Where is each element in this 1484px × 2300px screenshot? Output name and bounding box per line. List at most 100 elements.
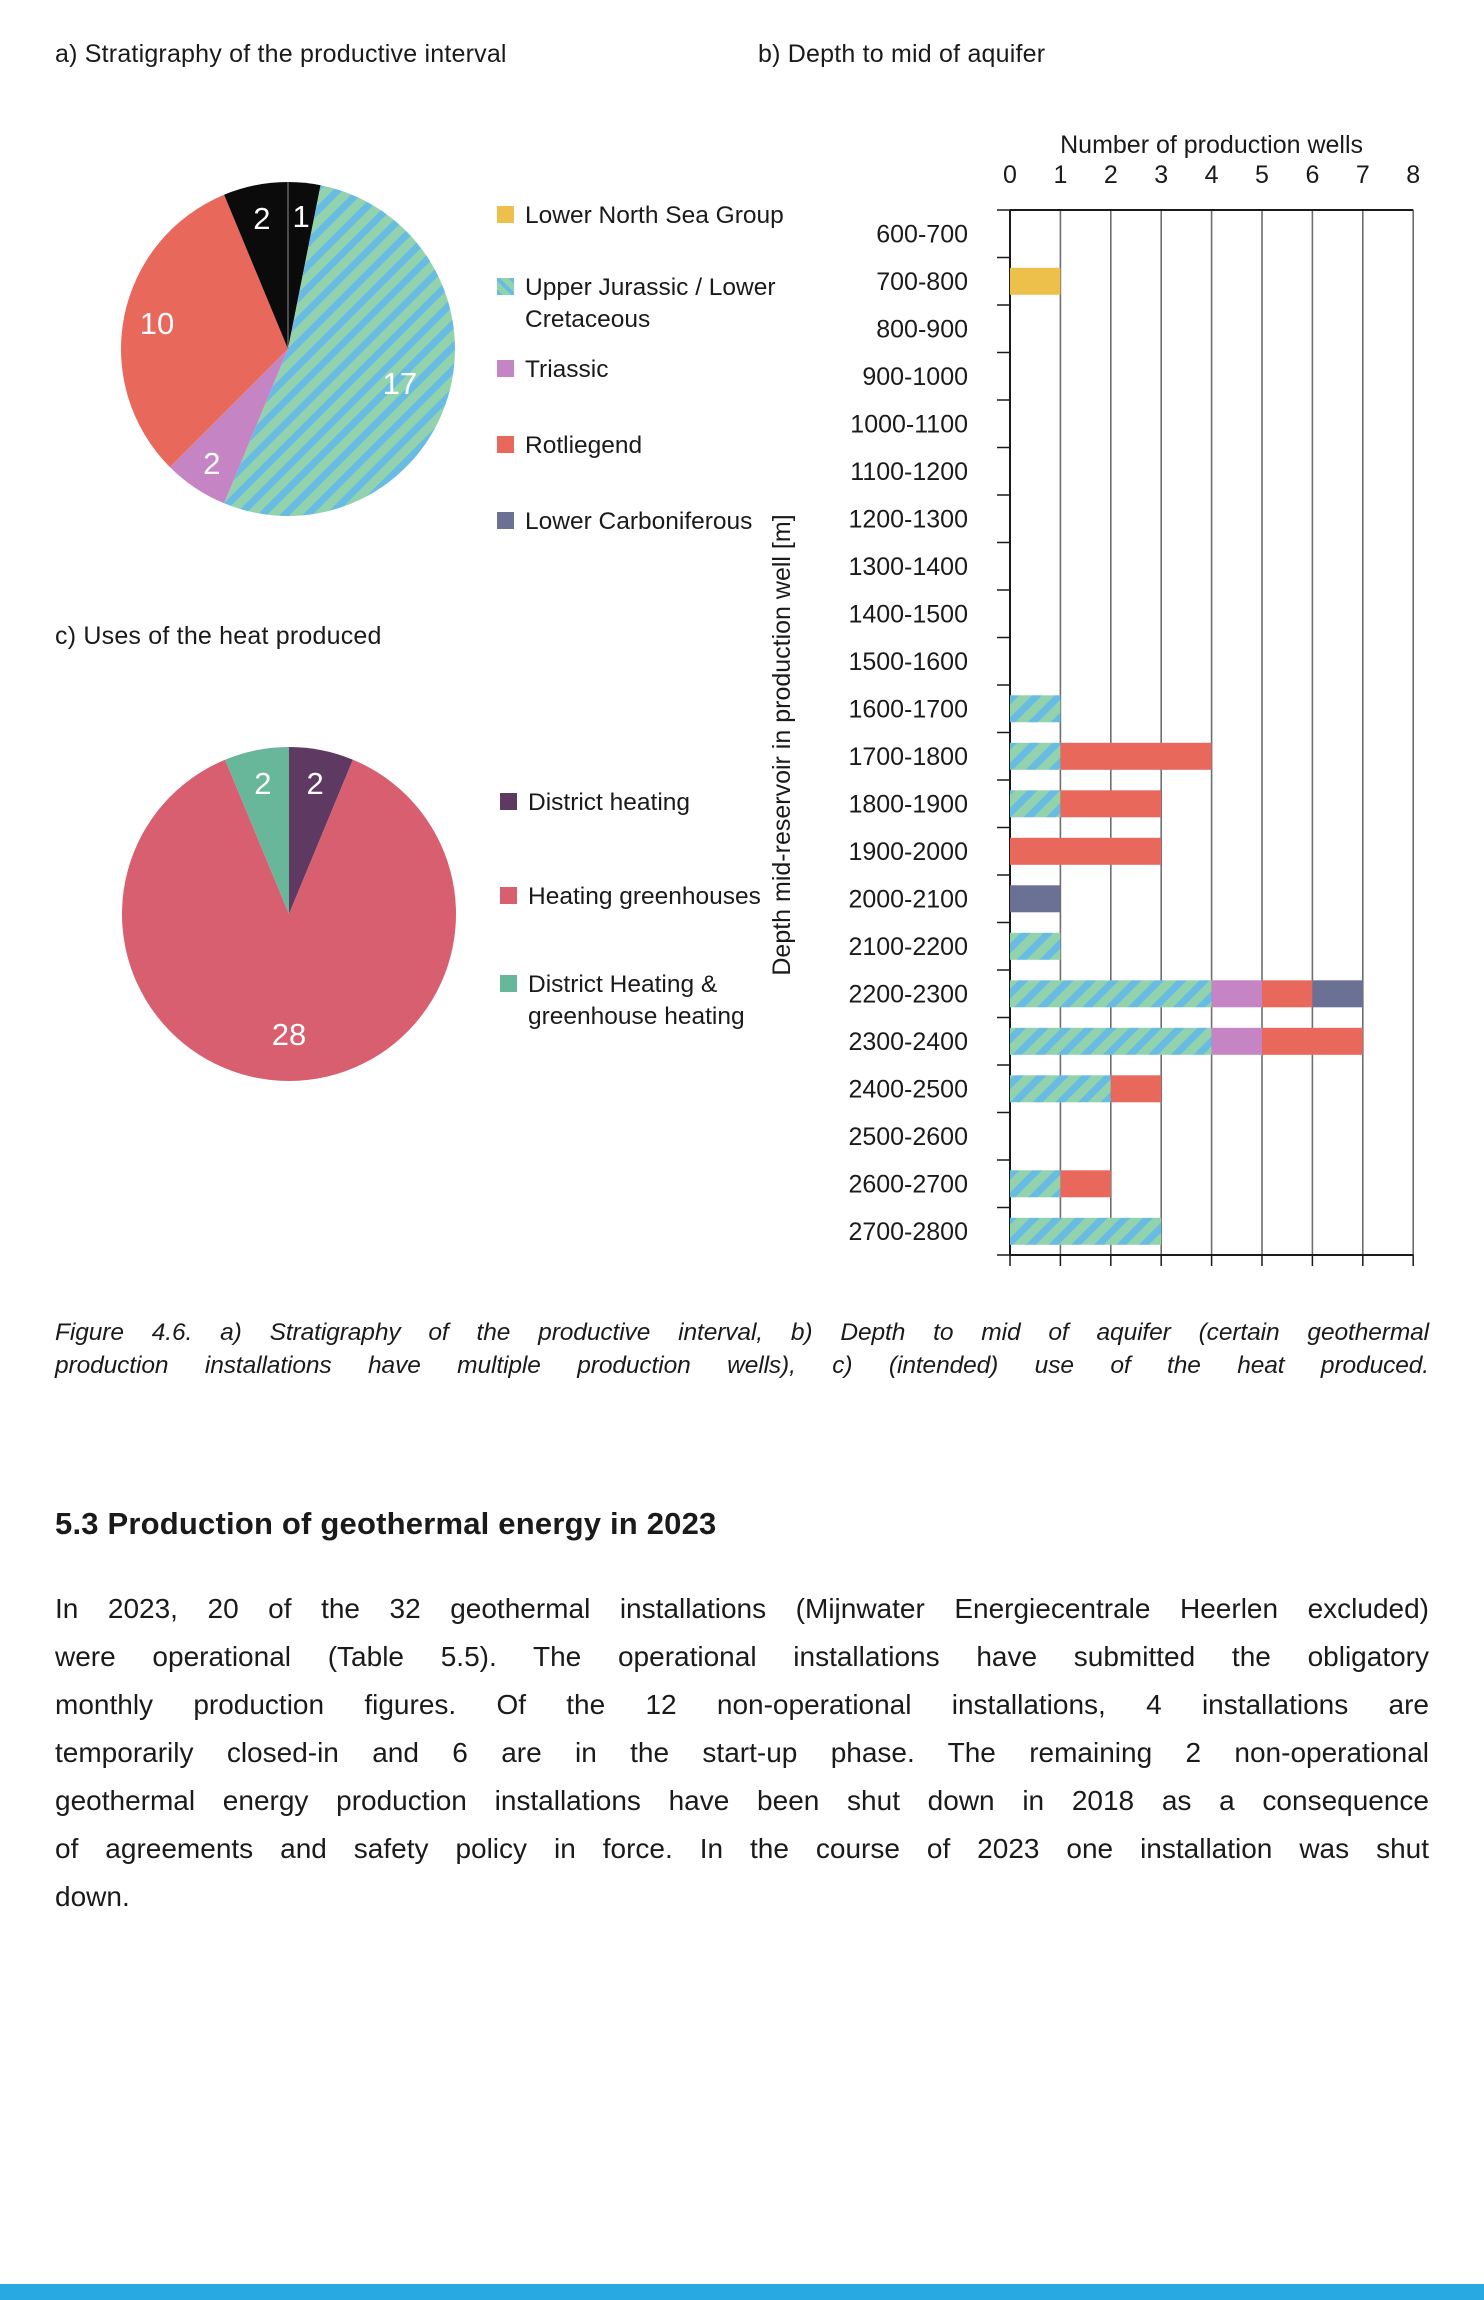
legend-label-line2: greenhouse heating bbox=[528, 1003, 745, 1030]
depth-category-label: 2600-2700 bbox=[848, 1170, 968, 1198]
bar-segment bbox=[1262, 980, 1313, 1008]
depth-category-label: 2100-2200 bbox=[848, 933, 968, 961]
body-line: were operational (Table 5.5). The operat… bbox=[55, 1641, 1429, 1672]
depth-bar-chart: 0 1 2 3 4 5 6 7 8 600-700 700-800 800-900 900-1000 10… bbox=[768, 131, 1420, 1266]
pie-slice bbox=[122, 759, 457, 1081]
caption-line-1: Figure 4.6. a) Stratigraphy of the produ… bbox=[55, 1319, 1429, 1346]
bar-segment bbox=[1211, 980, 1262, 1008]
upper-jurassic-swatch bbox=[497, 278, 514, 295]
body-paragraph: In 2023, 20 of the 32 geothermal install… bbox=[55, 1585, 1429, 1921]
pie-slice-value: 2 bbox=[306, 766, 323, 801]
legend-item-lower-north-sea-group: Lower North Sea Group bbox=[497, 200, 784, 232]
district-heating-swatch bbox=[500, 793, 517, 810]
depth-category-label: 1100-1200 bbox=[850, 458, 968, 486]
depth-category-label: 1500-1600 bbox=[848, 648, 968, 676]
pie-slice-value: 10 bbox=[140, 306, 174, 341]
panel-a-title: a) Stratigraphy of the productive interv… bbox=[55, 40, 507, 68]
rotliegend-swatch bbox=[497, 436, 514, 453]
pie-slice-value: 2 bbox=[203, 446, 220, 481]
body-line: temporarily closed-in and 6 are in the s… bbox=[55, 1737, 1429, 1768]
legend-label-line2: Cretaceous bbox=[525, 306, 651, 333]
footer-accent-bar bbox=[0, 2284, 1484, 2300]
legend-item-heating-greenhouses: Heating greenhouses bbox=[500, 881, 761, 913]
pie-slice-value: 28 bbox=[272, 1017, 306, 1052]
legend-item-upper-jurassic: Upper Jurassic / Lower Cretaceous bbox=[497, 272, 776, 336]
legend-item-lower-carboniferous: Lower Carboniferous bbox=[497, 506, 752, 538]
caption-line-2: production installations have multiple p… bbox=[55, 1352, 1429, 1379]
bar-segment bbox=[1010, 695, 1061, 723]
legend-item-rotliegend: Rotliegend bbox=[497, 430, 642, 462]
pie-slice bbox=[288, 182, 321, 349]
depth-category-label: 1200-1300 bbox=[848, 505, 968, 533]
legend-label: District heating bbox=[528, 789, 691, 816]
pie-slice bbox=[224, 182, 288, 349]
legend-label: District Heating & bbox=[528, 971, 718, 998]
bar-segment bbox=[1010, 267, 1061, 295]
bar-segment bbox=[1211, 1027, 1262, 1055]
bar-segment bbox=[1060, 790, 1162, 818]
bar-segment bbox=[1262, 1027, 1363, 1055]
bar-segment bbox=[1010, 980, 1212, 1008]
y-axis-title: Depth mid-reservoir in production well [… bbox=[768, 514, 796, 975]
bar-segment bbox=[1010, 1075, 1111, 1103]
pie-slice bbox=[224, 185, 455, 516]
depth-category-label: 1600-1700 bbox=[848, 695, 968, 723]
x-tick-label: 2 bbox=[1104, 161, 1118, 189]
pie-slice bbox=[120, 194, 288, 468]
depth-category-label: 1800-1900 bbox=[848, 790, 968, 818]
body-line: down. bbox=[55, 1881, 130, 1912]
x-tick-label: 5 bbox=[1255, 161, 1269, 189]
pie-slice bbox=[225, 747, 289, 914]
pie-slice-value: 1 bbox=[292, 199, 309, 234]
bar-segment bbox=[1010, 837, 1162, 865]
bar-segment bbox=[1010, 742, 1061, 770]
pie-slice bbox=[169, 349, 288, 504]
district-and-greenhouse-swatch bbox=[500, 975, 517, 992]
legend-label: Lower North Sea Group bbox=[525, 202, 784, 229]
legend-label: Triassic bbox=[525, 356, 609, 383]
body-line: of agreements and safety policy in force… bbox=[55, 1833, 1429, 1864]
depth-category-label: 2300-2400 bbox=[848, 1028, 968, 1056]
x-tick-label: 7 bbox=[1356, 161, 1370, 189]
x-tick-label: 0 bbox=[1003, 161, 1017, 189]
bar-segment bbox=[1010, 932, 1061, 960]
heat-use-pie-chart: 2 28 2 bbox=[122, 747, 457, 1081]
body-line: In 2023, 20 of the 32 geothermal install… bbox=[55, 1593, 1429, 1624]
body-line: monthly production figures. Of the 12 no… bbox=[55, 1689, 1429, 1720]
figure-caption: Figure 4.6. a) Stratigraphy of the produ… bbox=[55, 1316, 1429, 1382]
depth-category-label: 1700-1800 bbox=[848, 743, 968, 771]
depth-category-label: 2000-2100 bbox=[848, 885, 968, 913]
x-tick-label: 4 bbox=[1205, 161, 1219, 189]
panel-c-title: c) Uses of the heat produced bbox=[55, 622, 382, 650]
depth-category-label: 1300-1400 bbox=[848, 553, 968, 581]
legend-label: Lower Carboniferous bbox=[525, 508, 753, 535]
bar-segment bbox=[1312, 980, 1363, 1008]
pie-slice-value: 17 bbox=[383, 366, 417, 401]
lower-carboniferous-swatch bbox=[497, 512, 514, 529]
depth-category-label: 1000-1100 bbox=[850, 410, 968, 438]
depth-category-label: 600-700 bbox=[876, 220, 968, 248]
pie-slice bbox=[289, 747, 353, 914]
panel-b-title: b) Depth to mid of aquifer bbox=[758, 40, 1046, 68]
lower-north-sea-group-swatch bbox=[497, 206, 514, 223]
bar-segment bbox=[1060, 1170, 1111, 1198]
legend-item-district-and-greenhouse: District Heating & greenhouse heating bbox=[500, 969, 745, 1033]
depth-category-label: 2700-2800 bbox=[848, 1218, 968, 1246]
triassic-swatch bbox=[497, 360, 514, 377]
bar-segment bbox=[1010, 1170, 1061, 1198]
bar-segment bbox=[1010, 885, 1061, 913]
legend-item-triassic: Triassic bbox=[497, 354, 608, 386]
stratigraphy-pie-chart: 1 17 2 10 2 bbox=[120, 182, 455, 516]
pie-slice-value: 2 bbox=[253, 201, 270, 236]
x-tick-label: 1 bbox=[1053, 161, 1067, 189]
bar-segment bbox=[1010, 1217, 1162, 1245]
heating-greenhouses-swatch bbox=[500, 887, 517, 904]
depth-category-label: 2200-2300 bbox=[848, 980, 968, 1008]
depth-category-label: 900-1000 bbox=[862, 363, 968, 391]
bar-segment bbox=[1060, 742, 1212, 770]
x-axis-title: Number of production wells bbox=[1060, 131, 1363, 159]
legend-item-district-heating: District heating bbox=[500, 787, 690, 819]
depth-category-label: 1400-1500 bbox=[848, 600, 968, 628]
x-tick-label: 3 bbox=[1154, 161, 1168, 189]
legend-label: Upper Jurassic / Lower bbox=[525, 274, 776, 301]
